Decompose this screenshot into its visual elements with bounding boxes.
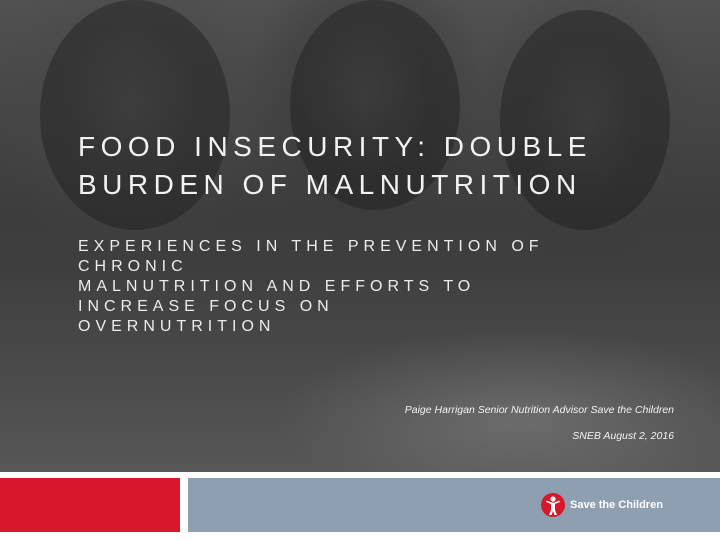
author-credit: Paige Harrigan Senior Nutrition Advisor … <box>404 404 674 416</box>
title-line-1: FOOD INSECURITY: DOUBLE <box>78 131 592 162</box>
title-line-2: BURDEN OF MALNUTRITION <box>78 169 582 200</box>
logo-text: Save the Children <box>570 499 663 511</box>
subtitle-line-4: INCREASE FOCUS ON <box>78 298 334 315</box>
footer-red-bar <box>0 478 180 532</box>
save-the-children-logo: Save the Children <box>540 492 663 518</box>
footer-blue-bar <box>188 478 720 532</box>
photo-child-left <box>40 0 230 230</box>
photo-child-right <box>500 10 670 230</box>
save-the-children-logo-icon <box>541 493 565 517</box>
subtitle-line-5: OVERNUTRITION <box>78 318 276 335</box>
subtitle-line-2: CHRONIC <box>78 258 188 275</box>
subtitle-line-1: EXPERIENCES IN THE PREVENTION OF <box>78 238 544 255</box>
photo-overlay <box>0 0 720 472</box>
subtitle-line-3: MALNUTRITION AND EFFORTS TO <box>78 278 476 295</box>
slide-subtitle: EXPERIENCES IN THE PREVENTION OF CHRONIC… <box>78 237 688 337</box>
slide-title: FOOD INSECURITY: DOUBLE BURDEN OF MALNUT… <box>78 128 698 204</box>
background-photo <box>0 0 720 472</box>
presentation-date: SNEB August 2, 2016 <box>572 430 674 442</box>
photo-child-center <box>290 0 460 210</box>
